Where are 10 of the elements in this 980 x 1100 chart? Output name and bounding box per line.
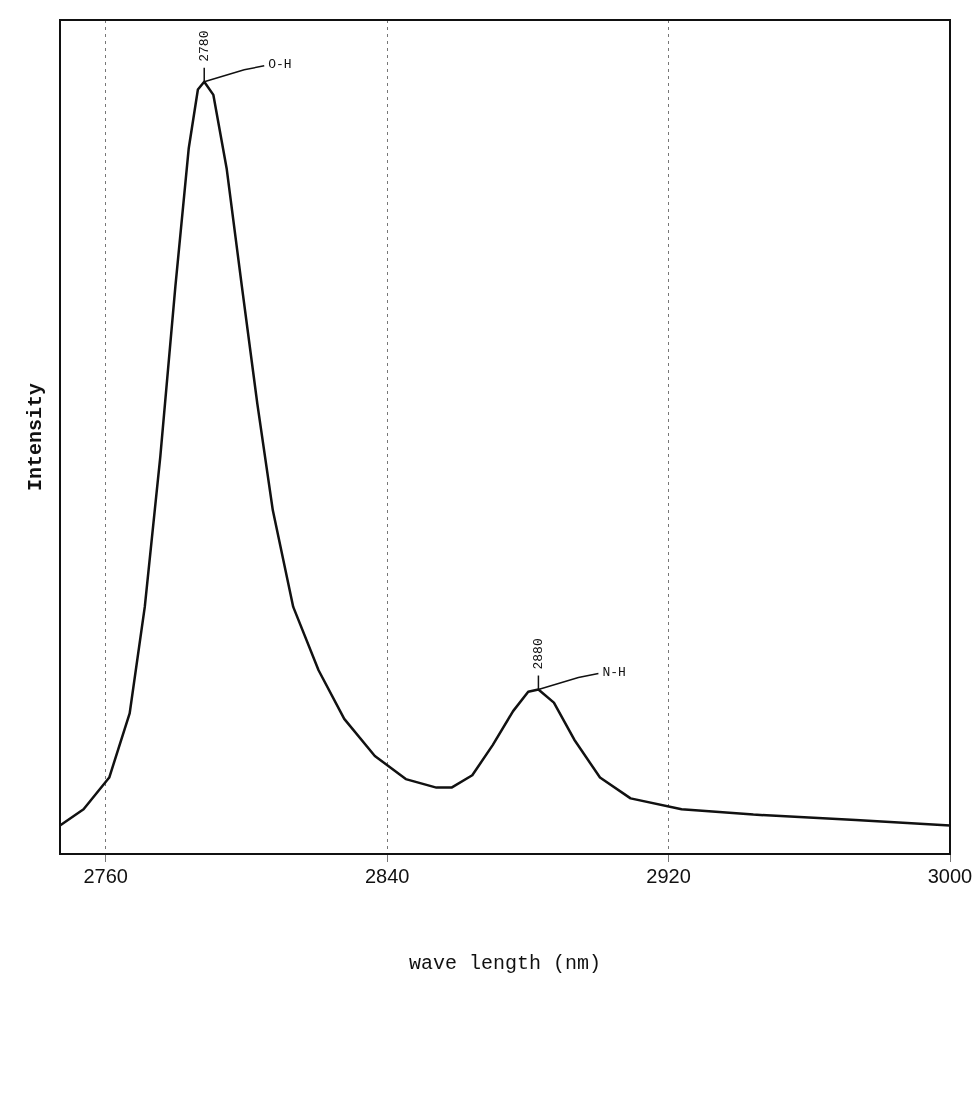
y-axis-title: Intensity: [24, 382, 48, 492]
x-tick-label: 3000: [927, 864, 973, 887]
x-tick-label: 2920: [646, 864, 691, 887]
annotation: N-H: [602, 664, 626, 680]
annotation: 2880: [530, 638, 546, 670]
x-axis-title: wave length (nm): [408, 952, 602, 976]
x-tick-label: 2840: [364, 864, 410, 887]
text: 2780: [196, 30, 212, 62]
text: O-H: [268, 57, 292, 73]
x-tick-label: 2760: [83, 864, 128, 887]
